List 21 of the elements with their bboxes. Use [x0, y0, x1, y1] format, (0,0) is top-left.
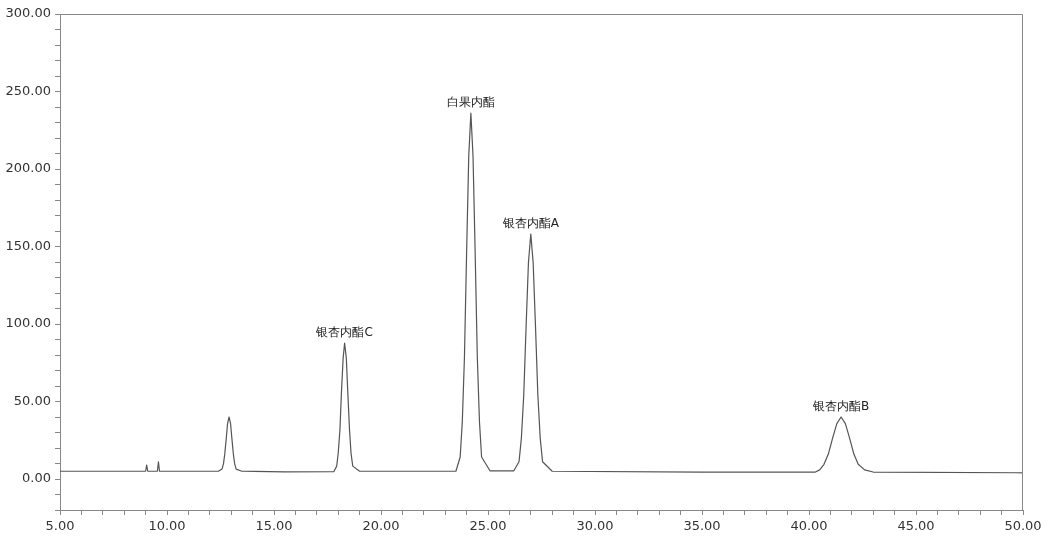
- x-tick-label: 5.00: [45, 518, 75, 534]
- x-tick-label: 45.00: [897, 518, 935, 534]
- x-tick-label: 30.00: [576, 518, 614, 534]
- y-tick-label: 250.00: [5, 82, 51, 98]
- y-tick-label: 0.00: [22, 470, 51, 486]
- annotation: 白果内酯: [446, 95, 495, 110]
- x-tick-label: 50.00: [1004, 518, 1042, 534]
- x-tick-label: 20.00: [362, 518, 400, 534]
- x-tick-label: 10.00: [148, 518, 186, 534]
- y-tick-label: 100.00: [5, 315, 51, 331]
- annotation: 银杏内酯B: [811, 399, 870, 414]
- y-tick-label: 150.00: [5, 237, 51, 253]
- annotation: 银杏内酯C: [315, 325, 373, 340]
- annotation: 银杏内酯A: [501, 216, 560, 231]
- y-tick-label: 200.00: [5, 160, 51, 176]
- x-tick-label: 35.00: [683, 518, 721, 534]
- x-tick-label: 25.00: [469, 518, 507, 534]
- x-tick-label: 15.00: [255, 518, 293, 534]
- y-tick-label: 50.00: [13, 392, 51, 408]
- x-tick-label: 40.00: [790, 518, 828, 534]
- y-tick-label: 300.00: [5, 5, 51, 21]
